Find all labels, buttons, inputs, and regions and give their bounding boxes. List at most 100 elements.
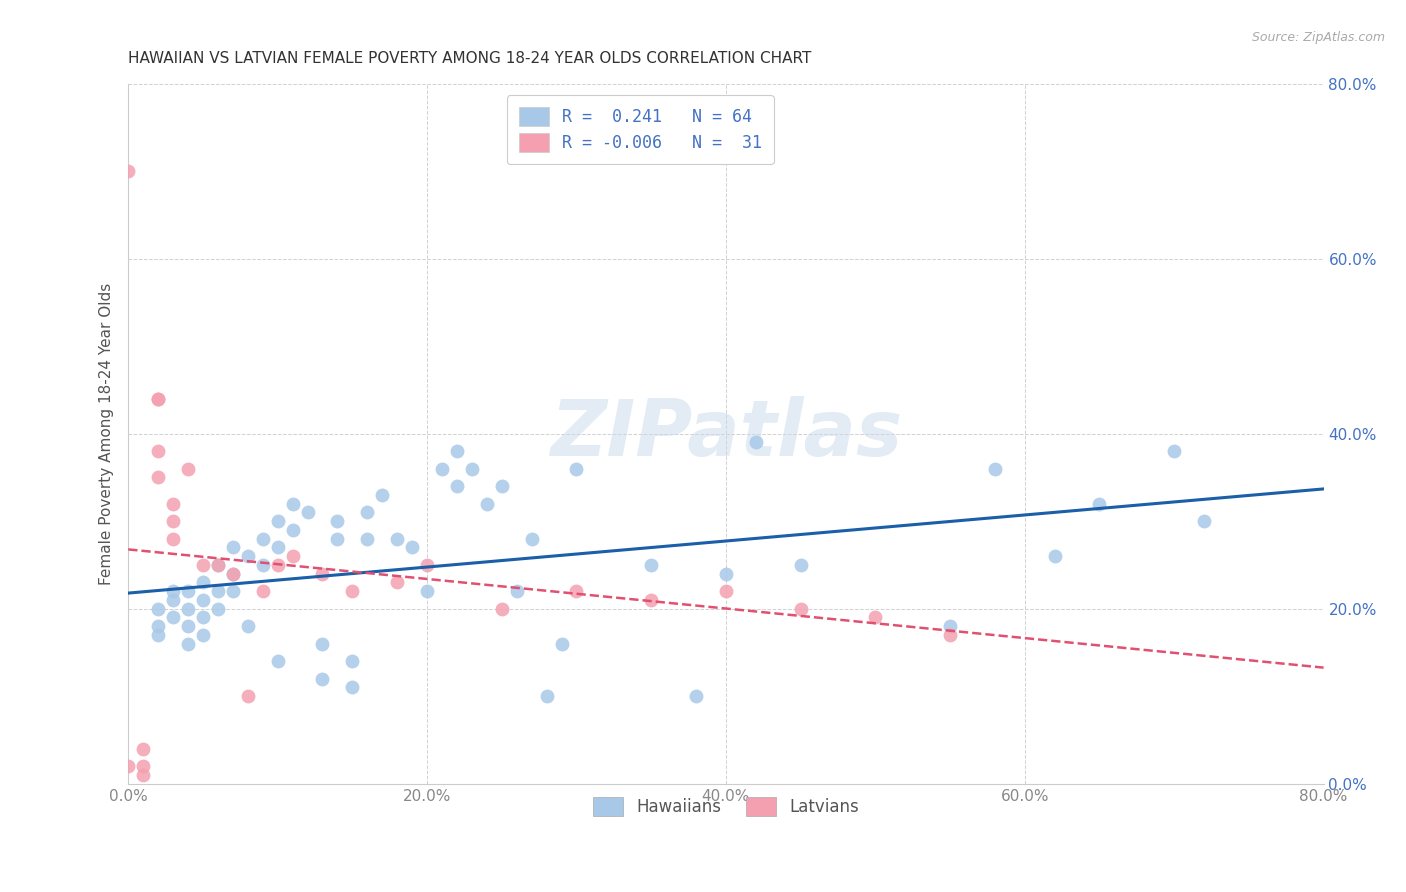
Point <box>685 690 707 704</box>
Point <box>371 488 394 502</box>
Point <box>146 601 169 615</box>
Point <box>387 575 409 590</box>
Point <box>491 601 513 615</box>
Point <box>207 558 229 572</box>
Point <box>191 593 214 607</box>
Point <box>191 575 214 590</box>
Point <box>311 566 333 581</box>
Point <box>146 470 169 484</box>
Point <box>640 593 662 607</box>
Point <box>117 759 139 773</box>
Point <box>266 558 288 572</box>
Point <box>491 479 513 493</box>
Point <box>266 541 288 555</box>
Point <box>146 392 169 406</box>
Point <box>326 514 349 528</box>
Text: Source: ZipAtlas.com: Source: ZipAtlas.com <box>1251 31 1385 45</box>
Point <box>281 523 304 537</box>
Point <box>191 610 214 624</box>
Point <box>162 584 184 599</box>
Point <box>236 619 259 633</box>
Point <box>446 479 468 493</box>
Point <box>565 584 588 599</box>
Point <box>356 532 378 546</box>
Point <box>342 654 364 668</box>
Point <box>222 584 245 599</box>
Point <box>714 566 737 581</box>
Point <box>281 497 304 511</box>
Point <box>281 549 304 564</box>
Point <box>550 637 572 651</box>
Point <box>117 164 139 178</box>
Point <box>252 584 274 599</box>
Point <box>162 610 184 624</box>
Point <box>789 558 811 572</box>
Point <box>207 601 229 615</box>
Point <box>146 444 169 458</box>
Point <box>475 497 498 511</box>
Point <box>430 461 453 475</box>
Point <box>984 461 1007 475</box>
Point <box>146 619 169 633</box>
Point <box>297 505 319 519</box>
Point <box>252 558 274 572</box>
Point <box>446 444 468 458</box>
Point <box>236 690 259 704</box>
Point <box>461 461 484 475</box>
Point <box>191 558 214 572</box>
Point <box>714 584 737 599</box>
Point <box>222 541 245 555</box>
Point <box>162 497 184 511</box>
Point <box>865 610 887 624</box>
Point <box>177 461 200 475</box>
Point <box>207 584 229 599</box>
Point <box>222 566 245 581</box>
Point <box>236 549 259 564</box>
Y-axis label: Female Poverty Among 18-24 Year Olds: Female Poverty Among 18-24 Year Olds <box>100 283 114 585</box>
Point <box>266 654 288 668</box>
Text: HAWAIIAN VS LATVIAN FEMALE POVERTY AMONG 18-24 YEAR OLDS CORRELATION CHART: HAWAIIAN VS LATVIAN FEMALE POVERTY AMONG… <box>128 51 811 66</box>
Point <box>1088 497 1111 511</box>
Point <box>1163 444 1185 458</box>
Point <box>356 505 378 519</box>
Point <box>162 532 184 546</box>
Point <box>536 690 558 704</box>
Point <box>222 566 245 581</box>
Point <box>177 637 200 651</box>
Point <box>162 593 184 607</box>
Point <box>132 768 155 782</box>
Point <box>177 584 200 599</box>
Point <box>207 558 229 572</box>
Point <box>266 514 288 528</box>
Point <box>745 435 768 450</box>
Text: ZIPatlas: ZIPatlas <box>550 396 903 472</box>
Point <box>1192 514 1215 528</box>
Legend: Hawaiians, Latvians: Hawaiians, Latvians <box>585 789 868 824</box>
Point <box>640 558 662 572</box>
Point <box>789 601 811 615</box>
Point <box>252 532 274 546</box>
Point <box>401 541 423 555</box>
Point <box>387 532 409 546</box>
Point <box>342 681 364 695</box>
Point <box>132 741 155 756</box>
Point <box>939 628 962 642</box>
Point <box>416 584 439 599</box>
Point <box>177 601 200 615</box>
Point <box>506 584 529 599</box>
Point <box>565 461 588 475</box>
Point <box>342 584 364 599</box>
Point <box>146 628 169 642</box>
Point <box>162 514 184 528</box>
Point <box>520 532 543 546</box>
Point <box>326 532 349 546</box>
Point <box>416 558 439 572</box>
Point <box>191 628 214 642</box>
Point <box>1043 549 1066 564</box>
Point <box>311 672 333 686</box>
Point <box>177 619 200 633</box>
Point <box>132 759 155 773</box>
Point <box>939 619 962 633</box>
Point <box>146 392 169 406</box>
Point <box>311 637 333 651</box>
